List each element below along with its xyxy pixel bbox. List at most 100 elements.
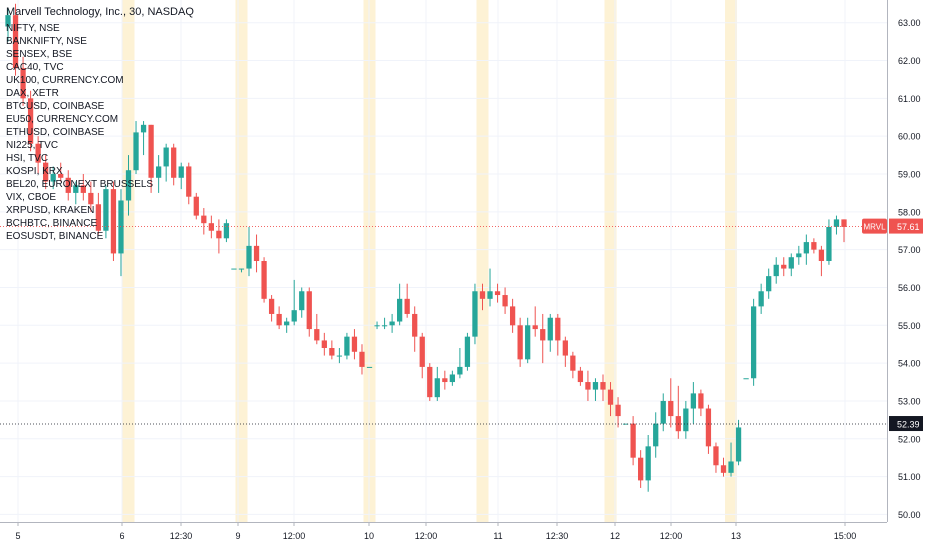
candle-body: [728, 461, 734, 473]
candle-body: [178, 166, 184, 178]
candle-body: [58, 174, 64, 178]
candle-body: [216, 230, 222, 239]
candle-body: [449, 374, 455, 383]
candle-body: [570, 355, 576, 371]
marker-price-label: 52.39: [897, 420, 920, 430]
candle-body: [344, 336, 350, 356]
candle-body: [796, 253, 802, 258]
candle-body: [397, 298, 403, 322]
x-tick-label: 12:30: [170, 531, 193, 541]
overlay-symbol[interactable]: BTCUSD, COINBASE: [6, 101, 105, 112]
x-tick-label: 5: [15, 531, 20, 541]
y-tick-label: 62.00: [898, 56, 921, 66]
overlay-symbol[interactable]: UK100, CURRENCY.COM: [6, 75, 124, 86]
session-band: [725, 0, 738, 522]
chart-title: Marvell Technology, Inc., 30, NASDAQ: [6, 6, 194, 18]
candle-body: [622, 423, 629, 425]
candle-body: [27, 98, 34, 144]
candle-body: [186, 166, 192, 197]
candle-body: [336, 355, 343, 357]
x-tick-label: 12:00: [660, 531, 683, 541]
candle-body: [321, 340, 327, 348]
candle-body: [464, 336, 471, 367]
marker-price-badge: [889, 416, 923, 432]
x-tick-label: 11: [493, 531, 502, 541]
last-price-badge: [889, 218, 923, 234]
candle-body: [381, 325, 388, 327]
overlay-symbol[interactable]: NI225, TVC: [6, 140, 59, 151]
candle-body: [487, 291, 493, 299]
overlay-symbol[interactable]: EOSUSDT, BINANCE: [6, 231, 104, 242]
candle-body: [833, 219, 840, 227]
candle-body: [766, 276, 772, 292]
overlay-symbol[interactable]: EU50, CURRENCY.COM: [6, 114, 119, 125]
candle-body: [457, 366, 463, 375]
candle-body: [366, 366, 373, 368]
candle-body: [788, 257, 794, 269]
candle-body: [826, 226, 832, 261]
overlay-symbol[interactable]: ETHUSD, COINBASE: [6, 127, 105, 138]
candle-body: [660, 400, 666, 424]
candle-body: [140, 124, 147, 133]
overlay-symbol[interactable]: KOSPI, KRX: [6, 166, 63, 177]
candle-body: [268, 298, 275, 314]
candle-body: [125, 170, 132, 201]
overlay-symbol[interactable]: BCHBTC, BINANCE: [6, 218, 98, 229]
y-tick-label: 56.00: [898, 283, 921, 293]
candle-body: [374, 325, 380, 327]
candle-body: [148, 124, 154, 178]
candle-body: [532, 325, 538, 330]
candle-body: [781, 264, 787, 269]
overlay-symbol[interactable]: HSI, TVC: [6, 153, 49, 164]
candle-body: [615, 404, 621, 417]
candle-body: [412, 313, 418, 337]
session-band: [235, 0, 248, 522]
overlay-symbol[interactable]: DAX, XETR: [6, 88, 59, 99]
candle-body: [261, 261, 267, 299]
candle-body: [276, 313, 282, 326]
candle-body: [818, 249, 825, 261]
x-tick-label: 9: [235, 531, 240, 541]
candle-body: [284, 321, 290, 326]
overlay-symbol[interactable]: CAC40, TVC: [6, 62, 64, 73]
candle-body: [645, 446, 651, 481]
overlay-symbol[interactable]: BEL20, EURONEXT BRUSSELS: [6, 179, 154, 190]
candle-body: [171, 147, 177, 178]
candle-body: [95, 204, 102, 231]
overlay-symbol[interactable]: BANKNIFTY, NSE: [6, 36, 87, 47]
candle-body: [299, 291, 305, 311]
overlay-symbol[interactable]: VIX, CBOE: [6, 192, 57, 203]
candle-body: [517, 325, 523, 360]
candle-body: [743, 378, 749, 380]
candle-body: [359, 351, 365, 367]
overlay-symbol[interactable]: NIFTY, NSE: [6, 23, 60, 34]
candle-body: [525, 325, 531, 360]
candle-body: [494, 291, 501, 296]
candle-body: [12, 15, 19, 69]
candle-body: [803, 242, 809, 254]
candle-body: [404, 298, 410, 314]
candle-body: [735, 427, 742, 462]
candle-body: [5, 15, 11, 27]
symbol-tag-badge: [862, 218, 887, 234]
x-tick-label: 12: [610, 531, 620, 541]
x-tick-label: 15:00: [834, 531, 857, 541]
candle-body: [20, 68, 26, 99]
x-tick-label: 10: [364, 531, 374, 541]
candle-body: [133, 132, 139, 171]
candle-body: [231, 268, 237, 270]
overlay-symbol[interactable]: SENSEX, BSE: [6, 49, 73, 60]
overlay-symbol[interactable]: XRPUSD, KRAKEN: [6, 205, 95, 216]
candle-body: [758, 291, 764, 307]
session-band: [122, 0, 135, 522]
candle-body: [630, 423, 636, 458]
y-tick-label: 59.00: [898, 170, 921, 180]
candle-body: [502, 295, 508, 307]
y-tick-label: 63.00: [898, 18, 921, 28]
candle-body: [88, 192, 94, 205]
candle-body: [389, 321, 395, 326]
candle-body: [73, 185, 79, 193]
candle-body: [668, 400, 674, 417]
candle-body: [811, 242, 817, 250]
candle-body: [223, 223, 230, 239]
